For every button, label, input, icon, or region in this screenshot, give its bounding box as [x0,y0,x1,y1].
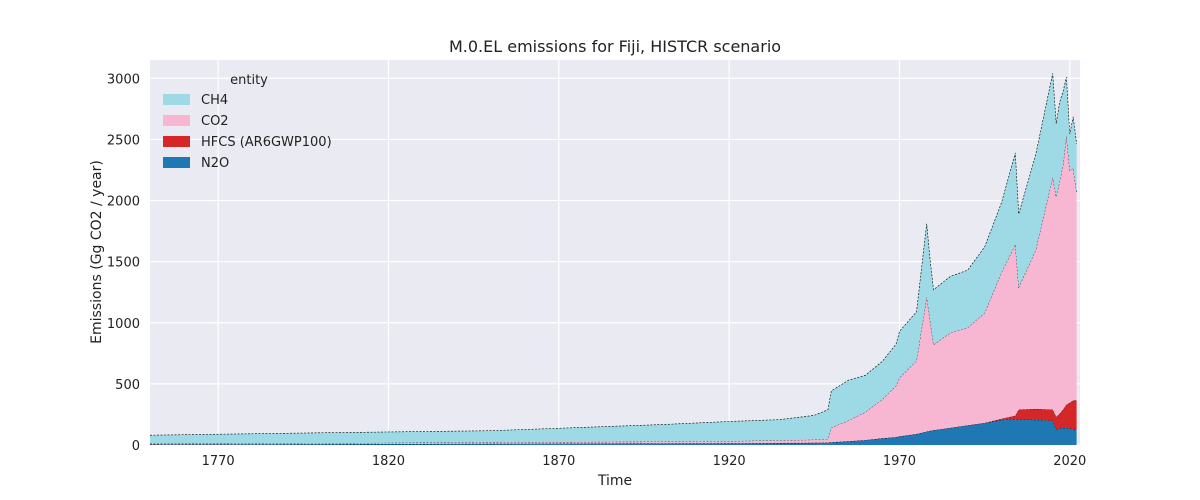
legend-entry: HFCS (AR6GWP100) [201,135,332,150]
legend-entry: CO2 [201,114,229,129]
y-tick-label: 2000 [107,195,140,210]
y-tick-label: 1500 [107,256,140,271]
x-tick-label: 1970 [883,454,916,469]
y-tick-label: 2500 [107,133,140,148]
legend-entry: CH4 [201,93,228,108]
legend-entry: N2O [201,156,229,171]
area-outline [149,73,1077,436]
y-tick-label: 500 [115,378,140,393]
x-tick-label: 1870 [542,454,575,469]
x-tick-label: 1920 [713,454,746,469]
x-tick-label: 1820 [372,454,405,469]
legend-swatch [163,157,190,168]
y-tick-label: 0 [132,439,140,454]
legend: entity CH4 CO2 HFCS (AR6GWP100) N2O [163,73,332,171]
y-tick-label: 1000 [107,317,140,332]
y-tick-labels: 0 500 1000 1500 2000 2500 3000 [107,72,140,454]
legend-swatch [163,115,190,126]
y-tick-label: 3000 [107,72,140,87]
area-n2o [150,419,1077,445]
chart-title: M.0.EL emissions for Fiji, HISTCR scenar… [449,37,781,56]
x-tick-label: 1770 [202,454,235,469]
x-tick-labels: 1770 1820 1870 1920 1970 2020 [202,454,1087,469]
stacked-areas [149,73,1077,445]
legend-title: entity [230,73,268,88]
x-tick-label: 2020 [1053,454,1086,469]
x-axis-label: Time [597,473,632,489]
legend-swatch [163,136,190,147]
area-co2 [150,135,1077,445]
y-axis-label: Emissions (Gg CO2 / year) [89,160,105,344]
legend-swatch [163,94,190,105]
